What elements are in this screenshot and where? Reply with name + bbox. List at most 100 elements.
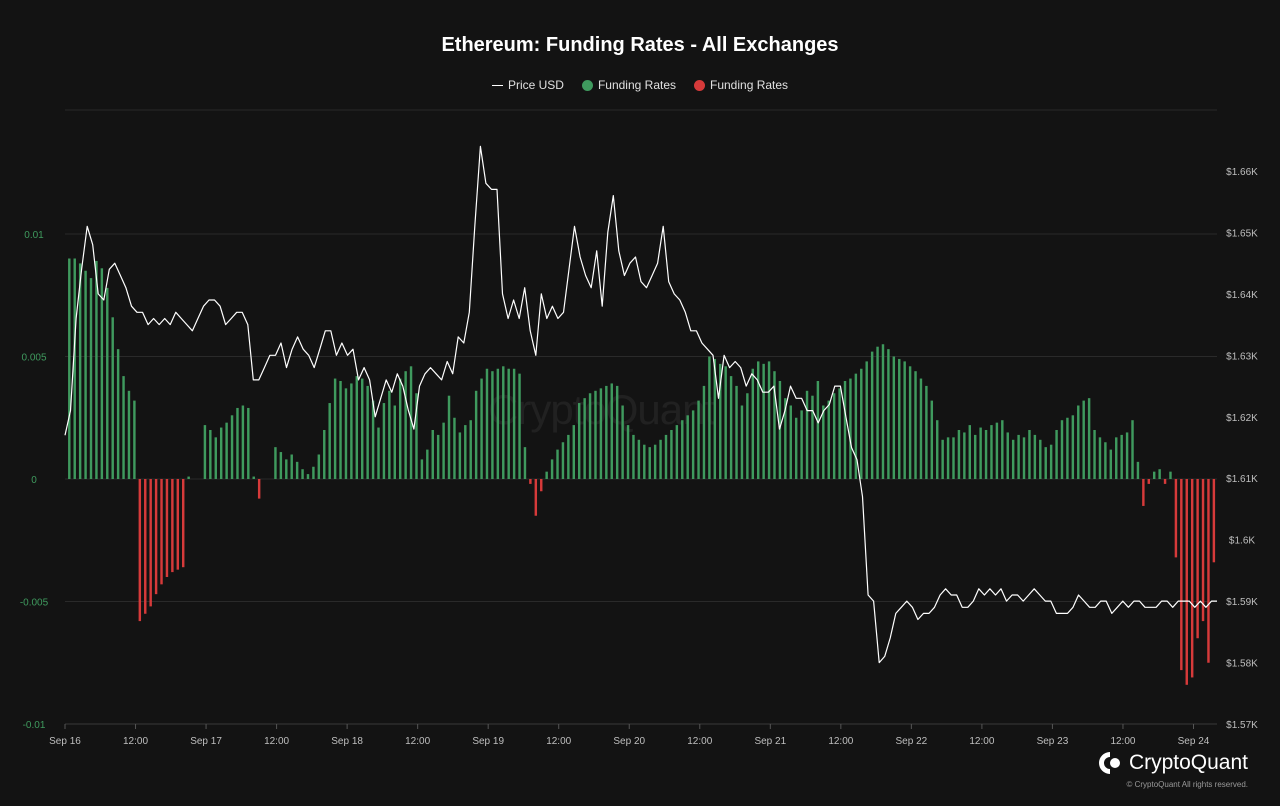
funding-bar-positive	[1060, 420, 1064, 479]
price-series	[64, 145, 1217, 664]
funding-bar-positive	[930, 400, 934, 479]
funding-bar-positive	[963, 432, 966, 479]
funding-bar-positive	[870, 351, 874, 479]
funding-bar-positive	[507, 368, 510, 479]
funding-bar-negative	[149, 479, 152, 607]
x-tick-label: Sep 24	[1178, 736, 1210, 747]
funding-bar-positive	[724, 366, 727, 479]
funding-bar-negative	[1180, 479, 1183, 671]
funding-bar-positive	[350, 383, 353, 479]
funding-bar-positive	[1131, 420, 1134, 479]
funding-bar-positive	[111, 317, 114, 479]
funding-bar-negative	[1142, 479, 1145, 506]
funding-bar-positive	[1001, 420, 1004, 479]
funding-bar-positive	[995, 422, 999, 479]
right-tick-label: $1.64K	[1226, 290, 1258, 301]
x-tick-label: 12:00	[264, 736, 289, 747]
funding-bar-positive	[512, 368, 516, 479]
funding-bar-positive	[898, 358, 901, 479]
funding-bar-positive	[605, 385, 608, 479]
funding-bar-positive	[116, 349, 120, 479]
funding-bar-positive	[491, 371, 494, 479]
funding-bar-positive	[100, 268, 104, 479]
funding-bar-negative	[1201, 479, 1205, 622]
funding-bar-positive	[681, 420, 684, 479]
funding-bar-positive	[854, 373, 858, 479]
funding-bar-positive	[1055, 430, 1058, 479]
funding-bar-positive	[637, 439, 641, 479]
funding-bar-positive	[1082, 400, 1085, 479]
funding-bar-negative	[154, 479, 158, 595]
x-tick-label: Sep 23	[1037, 736, 1069, 747]
right-tick-label: $1.63K	[1226, 351, 1258, 362]
funding-bar-positive	[447, 395, 451, 479]
funding-bar-positive	[388, 390, 391, 479]
funding-rate-bars	[68, 258, 1216, 685]
funding-bar-positive	[1028, 430, 1031, 479]
right-tick-label: $1.57K	[1226, 720, 1258, 731]
funding-bar-positive	[746, 393, 749, 479]
red-dot-icon	[694, 79, 705, 91]
funding-bar-positive	[860, 368, 863, 479]
funding-bar-positive	[84, 270, 87, 479]
funding-bar-positive	[1104, 442, 1107, 479]
funding-bar-positive	[1044, 447, 1047, 479]
x-tick-label: Sep 19	[472, 736, 504, 747]
funding-bar-positive	[615, 385, 619, 479]
funding-bar-positive	[941, 439, 944, 479]
copyright-text: © CryptoQuant All rights reserved.	[1126, 780, 1249, 789]
brand-name: CryptoQuant	[1128, 751, 1248, 774]
funding-bar-positive	[496, 368, 500, 479]
funding-bar-positive	[469, 420, 472, 479]
axes: Sep 16 12:00 Sep 17 12:00 Sep 18 12:00 Sep 19 1…	[20, 167, 1258, 747]
funding-bar-positive	[458, 432, 462, 479]
funding-bar-positive	[952, 437, 955, 479]
funding-bar-positive	[1039, 439, 1042, 479]
funding-bar-positive	[843, 381, 847, 479]
funding-bar-positive	[1098, 437, 1102, 479]
funding-bar-positive	[1087, 398, 1091, 479]
funding-bar-positive	[946, 437, 950, 479]
funding-bar-positive	[979, 427, 982, 479]
funding-bar-positive	[426, 449, 429, 479]
funding-bar-positive	[643, 444, 646, 479]
funding-bar-positive	[133, 400, 136, 479]
legend-item-funding-positive[interactable]: Funding Rates	[581, 78, 676, 92]
funding-bar-positive	[653, 444, 657, 479]
funding-bar-positive	[230, 415, 234, 479]
funding-bar-negative	[1212, 479, 1216, 563]
funding-bar-positive	[567, 434, 570, 479]
funding-bar-positive	[398, 378, 402, 479]
x-tick-label: 12:00	[405, 736, 430, 747]
funding-bar-positive	[89, 278, 93, 479]
funding-bar-positive	[751, 368, 755, 479]
price-line-icon	[491, 84, 503, 86]
funding-bar-positive	[881, 344, 885, 479]
funding-bar-positive	[794, 417, 798, 479]
funding-bar-positive	[1169, 471, 1172, 479]
x-tick-label: Sep 22	[896, 736, 928, 747]
right-tick-label: $1.58K	[1226, 659, 1258, 670]
funding-bar-positive	[361, 378, 364, 479]
funding-bar-positive	[778, 381, 782, 479]
funding-bar-positive	[670, 430, 673, 479]
chart-legend: Price USD Funding Rates Funding Rates	[0, 78, 1280, 92]
funding-bar-positive	[404, 371, 407, 479]
funding-bar-negative	[1174, 479, 1178, 558]
funding-bar-negative	[182, 479, 185, 568]
funding-bar-positive	[822, 405, 825, 479]
funding-bar-positive	[968, 425, 971, 479]
funding-bar-positive	[236, 407, 239, 479]
funding-bar-positive	[312, 466, 315, 479]
funding-bar-positive	[203, 425, 207, 479]
right-tick-label: $1.66K	[1226, 167, 1258, 178]
x-tick-label: 12:00	[546, 736, 571, 747]
legend-item-price[interactable]: Price USD	[491, 78, 564, 92]
funding-bar-positive	[415, 393, 418, 479]
legend-item-funding-negative[interactable]: Funding Rates	[694, 78, 788, 92]
funding-bar-positive	[339, 381, 342, 479]
funding-bar-negative	[160, 479, 163, 585]
funding-bar-positive	[735, 385, 738, 479]
funding-bar-positive	[784, 398, 787, 479]
funding-bar-positive	[523, 447, 527, 479]
